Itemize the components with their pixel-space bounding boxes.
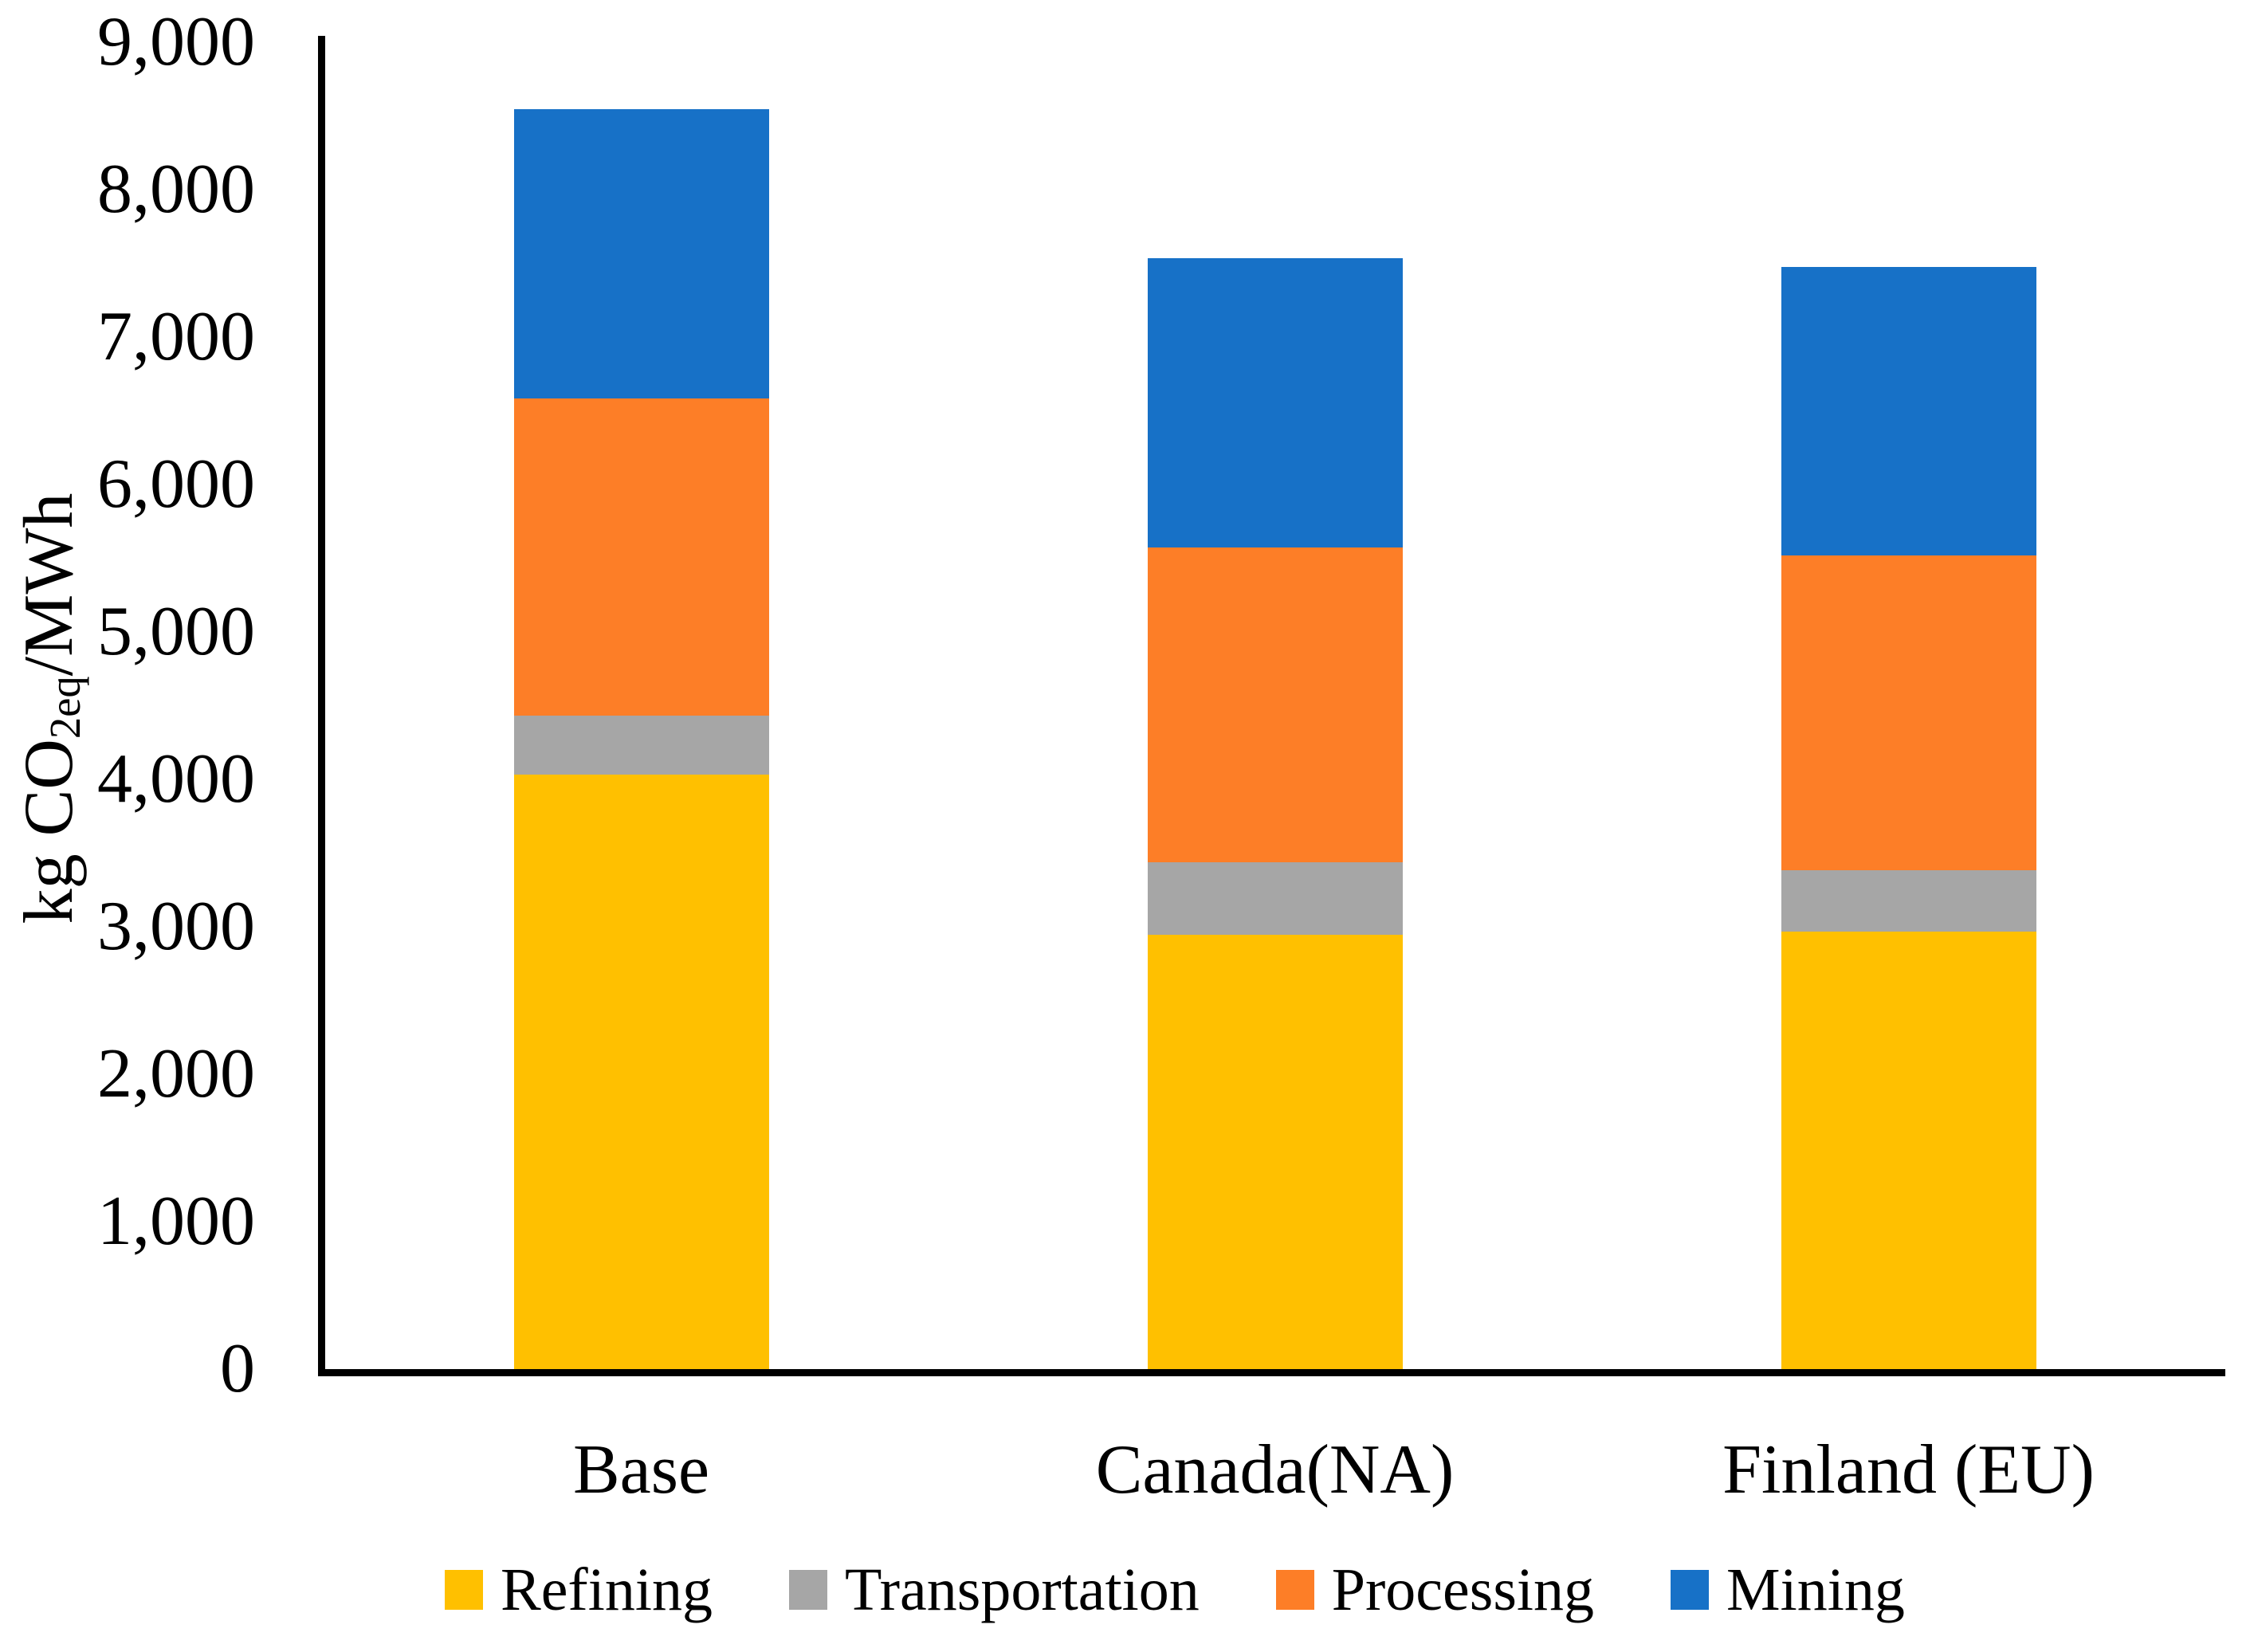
legend-swatch-transportation xyxy=(788,1570,827,1610)
legend-swatch-processing xyxy=(1275,1570,1314,1610)
bar-segment-processing-base xyxy=(513,398,769,716)
y-axis-line xyxy=(318,36,325,1376)
y-tick-label: 4,000 xyxy=(97,740,255,818)
legend-swatch-refining xyxy=(445,1570,483,1610)
legend-label-mining: Mining xyxy=(1726,1556,1905,1623)
y-tick-label: 0 xyxy=(220,1330,255,1407)
legend: Refining Transportation Processing Mining xyxy=(445,1558,1905,1622)
x-axis-label-finland-eu: Finland (EU) xyxy=(1722,1431,2095,1509)
bar-segment-refining-canada-na xyxy=(1147,935,1403,1369)
x-axis-label-base: Base xyxy=(572,1431,710,1509)
y-tick-label: 9,000 xyxy=(97,3,255,80)
bar-segment-transportation-finland-eu xyxy=(1781,869,2036,932)
bar-segment-refining-base xyxy=(513,775,769,1369)
legend-item-transportation: Transportation xyxy=(788,1556,1200,1623)
y-tick-label: 5,000 xyxy=(97,593,255,670)
legend-item-mining: Mining xyxy=(1671,1558,1905,1622)
y-axis-title-subscript: 2eq xyxy=(40,676,89,740)
y-tick-label: 3,000 xyxy=(97,888,255,965)
legend-label-processing: Processing xyxy=(1331,1556,1595,1623)
y-tick-label: 6,000 xyxy=(97,445,255,523)
bar-segment-transportation-base xyxy=(513,715,769,775)
x-axis-line xyxy=(318,1369,2225,1376)
y-tick-label: 7,000 xyxy=(97,298,255,375)
bar-segment-refining-finland-eu xyxy=(1781,931,2036,1369)
bar-segment-transportation-canada-na xyxy=(1147,861,1403,936)
y-tick-label: 2,000 xyxy=(97,1035,255,1112)
bar-segment-mining-base xyxy=(513,109,769,398)
legend-label-transportation: Transportation xyxy=(844,1556,1200,1623)
bar-segment-processing-finland-eu xyxy=(1781,555,2036,870)
legend-label-refining: Refining xyxy=(501,1556,713,1623)
y-tick-label: 1,000 xyxy=(97,1183,255,1260)
bar-segment-processing-canada-na xyxy=(1147,547,1403,862)
bar-segment-mining-canada-na xyxy=(1147,258,1403,547)
legend-item-refining: Refining xyxy=(445,1558,713,1622)
legend-item-processing: Processing xyxy=(1275,1556,1595,1623)
legend-swatch-mining xyxy=(1671,1570,1710,1610)
x-axis-label-canada-na: Canada(NA) xyxy=(1095,1431,1455,1509)
bar-segment-mining-finland-eu xyxy=(1781,267,2036,555)
y-tick-label: 8,000 xyxy=(97,151,255,228)
